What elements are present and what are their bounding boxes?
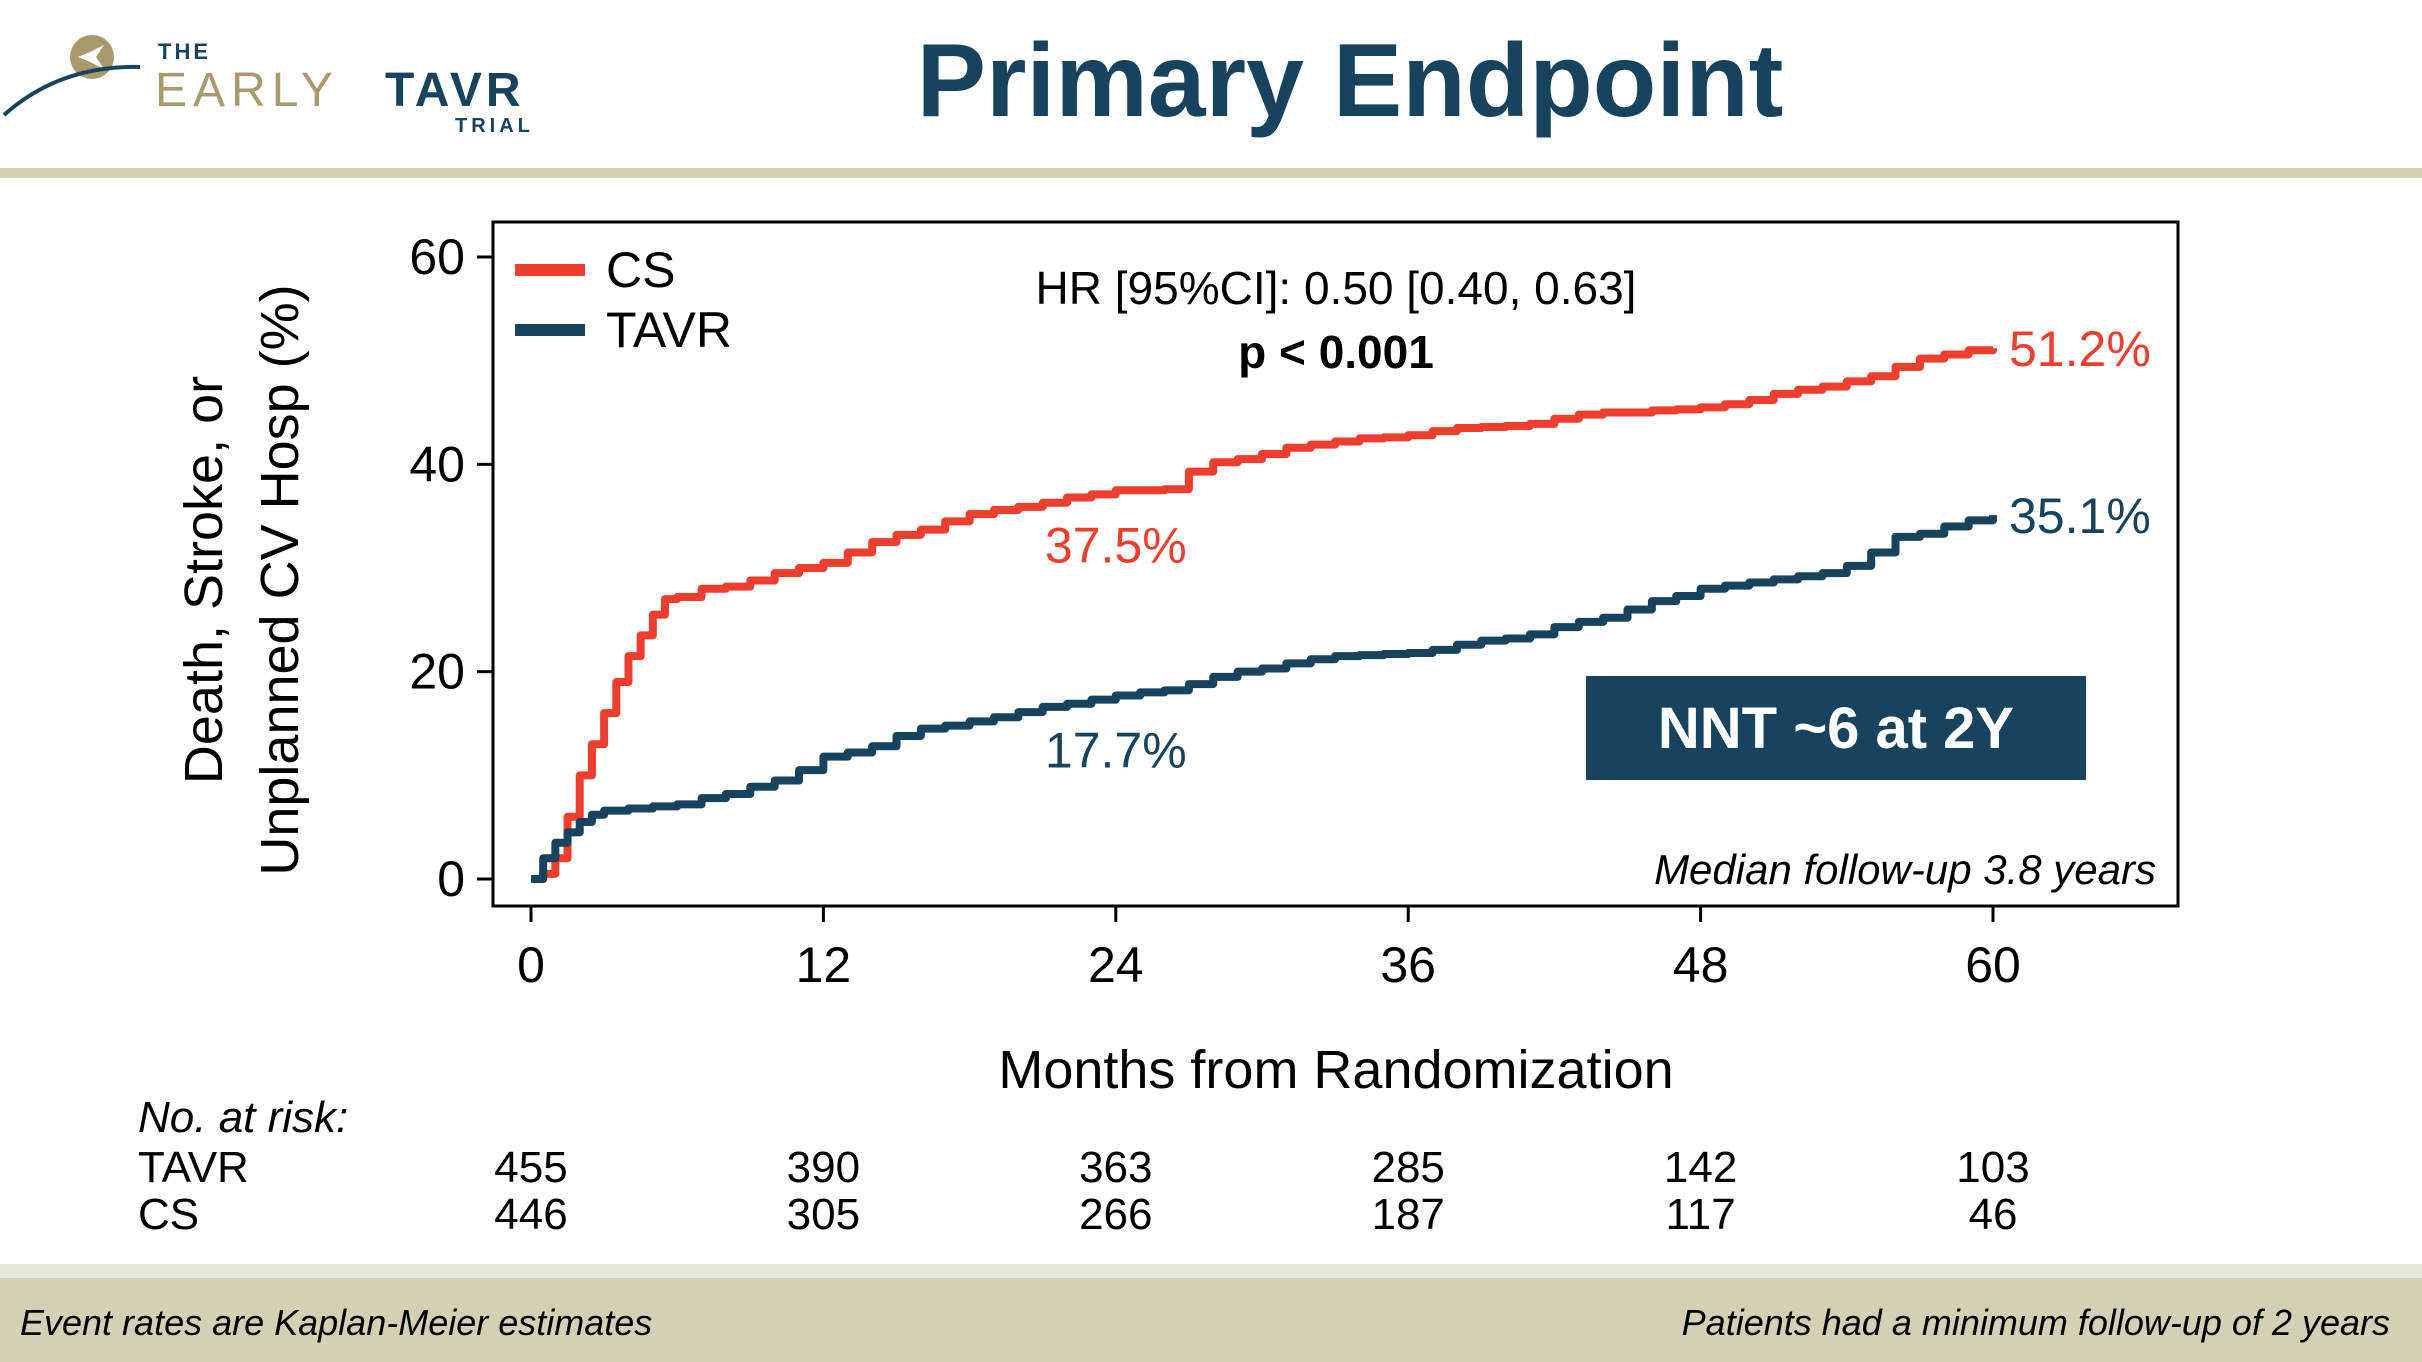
x-tick-label-24: 24 bbox=[1088, 937, 1144, 993]
km-curve-tavr bbox=[531, 515, 1997, 883]
y-tick-label-40: 40 bbox=[409, 436, 465, 492]
risk-cell-tavr-48: 142 bbox=[1663, 1143, 1738, 1192]
x-axis-label: Months from Randomization bbox=[998, 1040, 1673, 1100]
logo-early: EARLY bbox=[155, 64, 339, 117]
logo-trial: TRIAL bbox=[455, 115, 534, 137]
footer-note-left: Event rates are Kaplan-Meier estimates bbox=[20, 1302, 653, 1343]
risk-cell-cs-48: 117 bbox=[1665, 1190, 1736, 1239]
km-chart-svg: 0 20 40 60 0 12 24 36 48 60 51.2% 37.5% CS 35.1% 17.7… bbox=[174, 220, 2180, 1100]
footer-bar bbox=[0, 1264, 2422, 1362]
x-tick-label-0: 0 bbox=[517, 937, 545, 993]
footer-top-band bbox=[0, 1264, 2422, 1278]
p-value-text: p < 0.001 bbox=[1238, 326, 1434, 378]
logo-tavr: TAVR bbox=[385, 64, 525, 117]
header-divider bbox=[0, 168, 2422, 178]
y-axis-label-line2: Unplanned CV Hosp (%) bbox=[250, 284, 310, 875]
nnt-box-text: NNT ~6 at 2Y bbox=[1658, 696, 2014, 761]
early-tavr-logo: THE EARLY TAVR TRIAL bbox=[0, 25, 600, 155]
risk-row-label-cs: CS bbox=[138, 1190, 200, 1239]
risk-table-title: No. at risk: bbox=[138, 1093, 349, 1142]
risk-cell-cs-0: 446 bbox=[494, 1190, 568, 1239]
y-axis-label-line1: Death, Stroke, or bbox=[174, 376, 234, 784]
median-followup-note: Median follow-up 3.8 years bbox=[1654, 846, 2156, 893]
logo-emblem-icon bbox=[2, 35, 140, 117]
plot-frame bbox=[491, 220, 2180, 908]
risk-cell-tavr-36: 285 bbox=[1371, 1143, 1445, 1192]
km-curve-cs bbox=[531, 346, 1997, 883]
footer-note-right: Patients had a minimum follow-up of 2 ye… bbox=[1681, 1302, 2390, 1343]
risk-cell-cs-60: 46 bbox=[1968, 1190, 2018, 1239]
risk-cell-cs-12: 305 bbox=[786, 1190, 861, 1239]
hr-text: HR [95%CI]: 0.50 [0.40, 0.63] bbox=[1036, 262, 1637, 314]
risk-cell-cs-36: 187 bbox=[1371, 1190, 1445, 1239]
header: THE EARLY TAVR TRIAL Primary Endpoint bbox=[0, 0, 2422, 168]
x-tick-label-60: 60 bbox=[1965, 937, 2021, 993]
x-tick-label-12: 12 bbox=[796, 937, 852, 993]
legend-label-cs: CS bbox=[606, 242, 675, 298]
x-tick-label-48: 48 bbox=[1673, 937, 1729, 993]
logo-the: THE bbox=[158, 39, 211, 64]
risk-row-label-tavr: TAVR bbox=[138, 1143, 249, 1192]
end-label-tavr: 35.1% bbox=[2009, 488, 2151, 544]
y-tick-label-20: 20 bbox=[409, 644, 465, 700]
end-label-cs: 51.2% bbox=[2009, 321, 2151, 377]
risk-cell-tavr-12: 390 bbox=[786, 1143, 861, 1192]
y-tick-label-60: 60 bbox=[409, 229, 465, 285]
risk-cell-tavr-24: 363 bbox=[1079, 1143, 1153, 1192]
mid-label-tavr: 17.7% bbox=[1045, 723, 1187, 779]
mid-label-cs: 37.5% bbox=[1045, 517, 1187, 573]
risk-cell-tavr-60: 103 bbox=[1956, 1143, 2030, 1192]
risk-cell-cs-24: 266 bbox=[1079, 1190, 1153, 1239]
x-tick-label-36: 36 bbox=[1380, 937, 1436, 993]
risk-cell-tavr-0: 455 bbox=[494, 1143, 568, 1192]
y-tick-label-0: 0 bbox=[437, 851, 465, 907]
page-title: Primary Endpoint bbox=[916, 23, 1784, 139]
legend-label-tavr: TAVR bbox=[606, 302, 732, 358]
nnt-box bbox=[1586, 676, 2086, 780]
